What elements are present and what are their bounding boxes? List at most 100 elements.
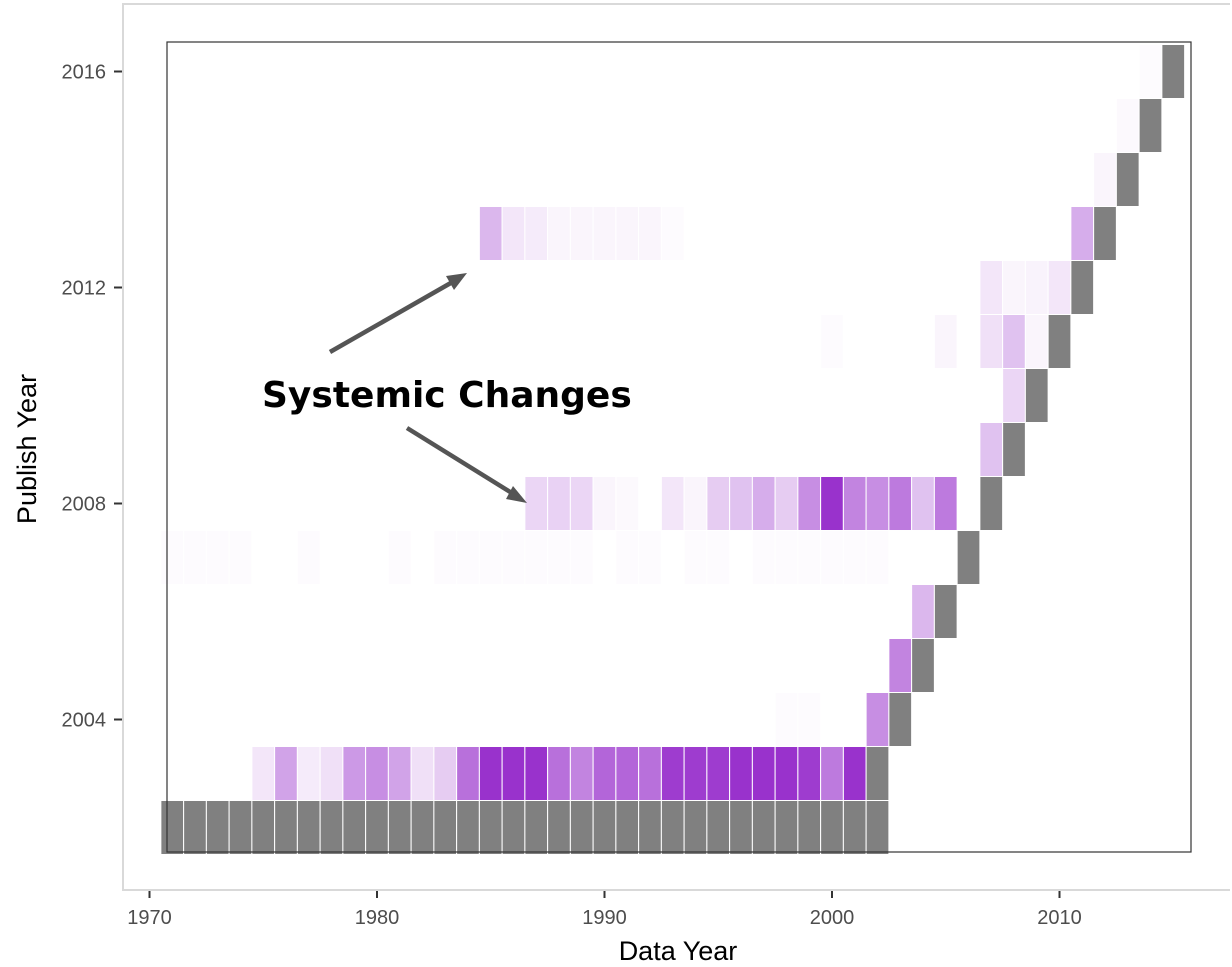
y-tick-label: 2012 [62,278,107,300]
baseline-cell [774,800,799,855]
heatmap-cell [1002,368,1026,423]
heatmap-cell [1115,98,1140,153]
heatmap-cell [660,476,685,531]
baseline-cell [410,800,435,855]
baseline-cell [615,800,640,855]
baseline-cell [683,800,708,855]
x-tick-label: 1980 [355,907,400,929]
baseline-cell [1024,368,1049,423]
heatmap-cell [911,584,935,639]
heatmap-cell [547,746,571,801]
heatmap-cell [592,206,617,261]
baseline-cell [911,638,935,693]
heatmap-cell [387,746,412,801]
heatmap-cell [774,746,799,801]
heatmap-cell [820,530,844,585]
x-tick-label: 1970 [127,907,172,929]
heatmap-cell [979,314,1004,369]
heatmap-cell [592,746,617,801]
baseline-cell [319,800,344,855]
baseline-cell [342,800,367,855]
heatmap-cell [729,746,753,801]
heatmap-cell [706,746,731,801]
heatmap-cell [1024,314,1049,369]
heatmap-cell [911,476,935,531]
heatmap-cell [888,476,913,531]
heatmap-cell [638,206,662,261]
heatmap-cell [1138,44,1163,99]
heatmap-cell [501,530,526,585]
heatmap-cell [638,530,662,585]
heatmap-cell [1070,206,1095,261]
heatmap-cell [615,476,640,531]
heatmap-cell [296,530,321,585]
baseline-cell [660,800,685,855]
baseline-cell [729,800,753,855]
baseline-cell [956,530,981,585]
baseline-cell [888,692,913,747]
heatmap-cell [433,530,458,585]
baseline-cell [205,800,230,855]
baseline-cell [1047,314,1072,369]
baseline-cell [638,800,662,855]
annotation-arrow-upper [328,278,458,354]
baseline-cell [706,800,731,855]
heatmap-cell [979,260,1004,315]
heatmap-cell [547,530,571,585]
baseline-cell [456,800,480,855]
heatmap-cell [865,692,890,747]
baseline-cell [274,800,298,855]
heatmap-cell [251,746,276,801]
annotation-arrow-lower [405,426,517,497]
heatmap-cell [410,746,435,801]
x-tick-label: 2010 [1037,907,1082,929]
x-tick-label: 1990 [582,907,627,929]
x-tick-label: 2000 [810,907,855,929]
heatmap-cell [842,530,867,585]
heatmap-cell [797,692,822,747]
baseline-cell [251,800,276,855]
heatmap-cell [592,476,617,531]
heatmap-cell [820,476,844,531]
annotation-arrowhead-upper [446,273,467,290]
heatmap-cell [456,746,480,801]
heatmap-cell [933,476,958,531]
baseline-cell [1138,98,1163,153]
heatmap-cell [797,476,822,531]
baseline-cell [433,800,458,855]
heatmap-cell [751,530,776,585]
heatmap-cell [1047,260,1072,315]
heatmap-cell [615,206,640,261]
baseline-cell [1115,152,1140,207]
heatmap-cell [660,746,685,801]
baseline-cell [842,800,867,855]
heatmap-cell [638,746,662,801]
heatmap-cell [569,530,594,585]
heatmap-cell [751,476,776,531]
heatmap-cell [660,206,685,261]
heatmap-cell [501,746,526,801]
heatmap-cell [842,476,867,531]
heatmap-cell [979,422,1004,477]
heatmap-cell [319,746,344,801]
heatmap-cell [342,746,367,801]
heatmap-cell [501,206,526,261]
heatmap-cell [365,746,389,801]
baseline-cell [547,800,571,855]
heatmap-cell [274,746,298,801]
baseline-cell [183,800,207,855]
heatmap-cell [524,476,549,531]
baseline-cell [592,800,617,855]
heatmap-cell [1093,152,1117,207]
y-tick-label: 2004 [62,710,107,732]
heatmap-cell [842,746,867,801]
heatmap-cell [183,530,207,585]
heatmap-cell [1002,260,1026,315]
heatmap-cell [615,746,640,801]
heatmap-cell [706,530,731,585]
heatmap-cell [933,314,958,369]
heatmap-cell [547,476,571,531]
heatmap-cell [1002,314,1026,369]
baseline-cell [569,800,594,855]
heatmap-cell [1024,260,1049,315]
